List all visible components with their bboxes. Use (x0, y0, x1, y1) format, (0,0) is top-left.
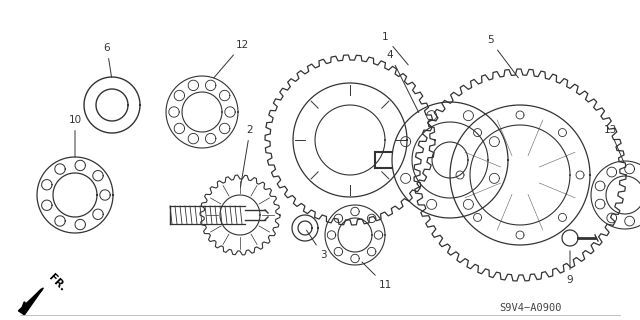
Text: 7: 7 (0, 319, 1, 320)
Text: 13: 13 (604, 125, 624, 163)
Text: 9: 9 (566, 251, 573, 285)
Text: 8: 8 (0, 319, 1, 320)
Text: 5: 5 (486, 35, 518, 78)
Text: 4: 4 (387, 50, 419, 113)
Text: S9V4−A0900: S9V4−A0900 (499, 303, 561, 313)
Text: 6: 6 (104, 43, 111, 77)
Text: 3: 3 (307, 230, 326, 260)
Text: 12: 12 (214, 40, 248, 78)
Text: 10: 10 (68, 115, 81, 157)
Text: FR.: FR. (46, 272, 67, 293)
Polygon shape (19, 288, 44, 315)
Text: 1: 1 (381, 32, 408, 65)
Text: 11: 11 (362, 262, 392, 290)
Text: 2: 2 (241, 125, 253, 187)
